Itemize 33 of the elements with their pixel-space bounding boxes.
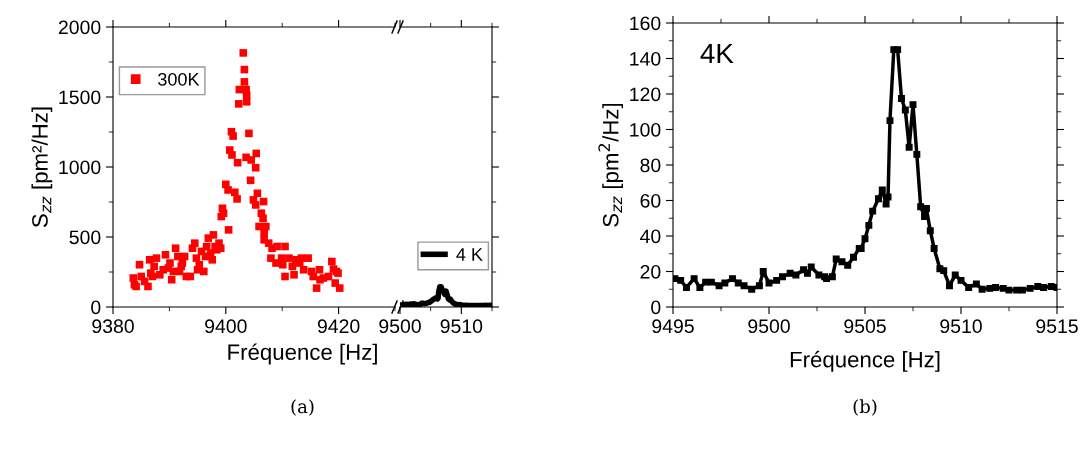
y-tick-label: 120 [630,87,661,102]
x-tick-label: 9420 [317,319,360,334]
y-tick-label: 60 [640,193,661,208]
x-tick-label: 9500 [748,319,790,334]
x-tick-label: 9400 [205,319,247,334]
y-tick-label: 1000 [59,160,101,175]
y-tick-label: 0 [651,300,661,315]
x-tick-label: 9505 [844,319,886,334]
annotation: 4K [700,43,734,64]
legend-label: 300K [158,72,200,86]
y-tick-label: 0 [91,300,101,315]
text: (b) [853,399,877,416]
y-tick-label: 140 [630,51,661,66]
y-tick-label: 100 [630,122,661,137]
x-tick-label: 9380 [92,319,134,334]
x-tick-label: 9500 [379,319,421,334]
text: (a) [291,399,314,416]
x-tick-label: 9510 [440,319,483,334]
y-tick-label: 500 [69,230,101,245]
x-tick-label: 9515 [1036,319,1078,334]
y-tick-label: 1500 [59,90,101,105]
x-axis-title: Fréquence [Hz] [228,343,377,365]
y-axis-title: S$_{zz}$ [pm$^{2}$/Hz] [598,103,623,227]
x-tick-label: 9495 [652,319,694,334]
y-tick-label: 80 [640,158,661,173]
x-tick-label: 9510 [940,319,982,334]
y-tick-label: 2000 [58,20,101,35]
y-tick-label: 20 [640,264,661,279]
y-axis-title: S$_{zz}$ [pm²/Hz] [31,107,53,228]
legend-label: 4 K [456,248,483,261]
y-tick-label: 40 [640,229,661,244]
y-tick-label: 160 [630,16,661,31]
x-axis-title: Fréquence [Hz] [790,350,940,372]
